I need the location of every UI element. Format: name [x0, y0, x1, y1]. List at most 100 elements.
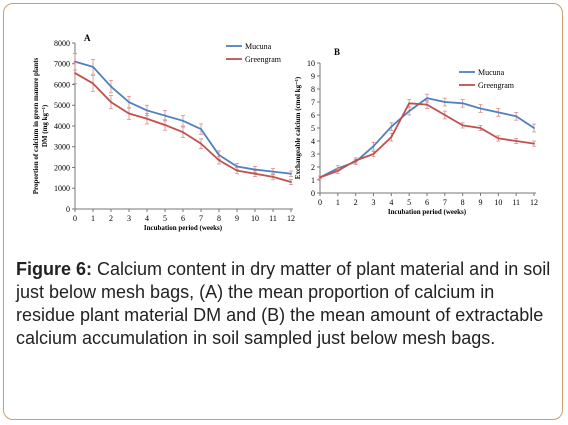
data-point — [254, 168, 256, 171]
y-tick-label: 1 — [311, 176, 315, 185]
y-tick-label: 9 — [311, 72, 315, 81]
x-tick-label: 11 — [269, 214, 277, 223]
data-point — [336, 170, 339, 172]
x-tick-label: 12 — [530, 198, 538, 207]
data-point — [128, 112, 130, 115]
y-tick-label: 0 — [66, 205, 70, 214]
x-tick-label: 5 — [163, 214, 167, 223]
data-point — [92, 82, 94, 85]
data-point — [426, 97, 428, 99]
x-tick-label: 10 — [494, 198, 502, 207]
x-tick-label: 3 — [372, 198, 376, 207]
x-tick-label: 3 — [127, 214, 131, 223]
data-point — [354, 159, 357, 162]
data-point — [200, 142, 202, 145]
x-tick-label: 7 — [199, 214, 203, 223]
data-point — [164, 114, 166, 117]
x-tick-label: 5 — [407, 198, 411, 207]
x-tick-label: 8 — [461, 198, 465, 207]
caption-text: Calcium content in dry matter of plant m… — [16, 259, 551, 348]
data-point — [533, 127, 535, 129]
x-tick-label: 0 — [73, 214, 77, 223]
data-point — [290, 172, 292, 175]
data-point — [372, 145, 375, 148]
legend-label: Mucuna — [478, 68, 505, 77]
data-point — [290, 181, 292, 183]
y-tick-label: 0 — [311, 189, 315, 198]
y-tick-label: 2 — [311, 163, 315, 172]
data-point — [74, 60, 76, 63]
data-point — [92, 65, 94, 68]
x-tick-label: 6 — [425, 198, 429, 207]
data-point — [497, 111, 500, 114]
y-tick-label: 4 — [311, 137, 315, 146]
x-axis-title: Incubation period (weeks) — [144, 224, 223, 232]
data-point — [426, 103, 428, 106]
y-tick-label: 5000 — [54, 101, 70, 110]
data-point — [254, 172, 256, 175]
data-point — [390, 136, 393, 139]
caption-label: Figure 6: — [16, 259, 93, 279]
x-tick-label: 7 — [443, 198, 447, 207]
data-point — [128, 101, 130, 104]
data-point — [272, 170, 274, 173]
data-point — [146, 117, 148, 120]
data-point — [110, 85, 112, 88]
data-point — [515, 140, 518, 142]
data-point — [461, 124, 464, 127]
data-point — [443, 114, 446, 116]
y-tick-label: 1000 — [54, 184, 70, 193]
legend-label: Greengram — [245, 55, 282, 64]
x-axis-title: Incubation period (weeks) — [388, 208, 467, 216]
data-point — [372, 153, 375, 155]
y-tick-label: 5 — [311, 124, 315, 133]
data-point — [461, 102, 464, 105]
x-tick-label: 9 — [235, 214, 239, 223]
data-point — [515, 115, 518, 118]
data-point — [408, 102, 411, 105]
data-point — [182, 131, 184, 134]
y-axis-title-line2: DM (mg kg⁻¹) — [41, 104, 49, 147]
series-greengram — [318, 99, 536, 180]
data-point — [497, 137, 500, 140]
x-tick-label: 2 — [109, 214, 113, 223]
data-point — [146, 109, 148, 112]
data-point — [236, 169, 238, 172]
data-point — [479, 107, 482, 110]
data-point — [164, 124, 166, 126]
legend: Mucuna Greengram — [226, 42, 282, 64]
x-tick-label: 11 — [512, 198, 520, 207]
x-tick-label: 9 — [479, 198, 483, 207]
data-point — [533, 142, 535, 145]
data-point — [200, 128, 202, 131]
y-tick-label: 7 — [311, 98, 315, 107]
x-tick-label: 1 — [91, 214, 95, 223]
y-tick-label: 3000 — [54, 143, 70, 152]
y-tick-label: 7000 — [54, 60, 70, 69]
series-line — [319, 102, 535, 179]
x-tick-label: 8 — [217, 214, 221, 223]
data-point — [272, 175, 274, 178]
data-point — [110, 101, 112, 104]
x-tick-label: 6 — [181, 214, 185, 223]
y-tick-label: 2000 — [54, 163, 70, 172]
y-axis-title: Exchangeable calcium (cmol kg⁻¹) — [294, 76, 302, 179]
y-tick-label: 8 — [311, 85, 315, 94]
legend: Mucuna Greengram — [459, 68, 515, 90]
panel-label: B — [334, 47, 340, 57]
y-tick-label: 3 — [311, 150, 315, 159]
x-tick-label: 4 — [389, 198, 393, 207]
y-tick-label: 6 — [311, 111, 315, 120]
data-point — [408, 110, 411, 112]
data-point — [390, 125, 393, 128]
data-point — [319, 176, 321, 179]
x-tick-label: 12 — [287, 214, 295, 223]
series-line — [319, 97, 535, 179]
x-tick-label: 2 — [354, 198, 358, 207]
x-tick-label: 1 — [336, 198, 340, 207]
series-mucuna — [73, 52, 293, 177]
panel-label: A — [84, 33, 91, 43]
y-tick-label: 10 — [307, 59, 315, 68]
data-point — [218, 154, 220, 156]
